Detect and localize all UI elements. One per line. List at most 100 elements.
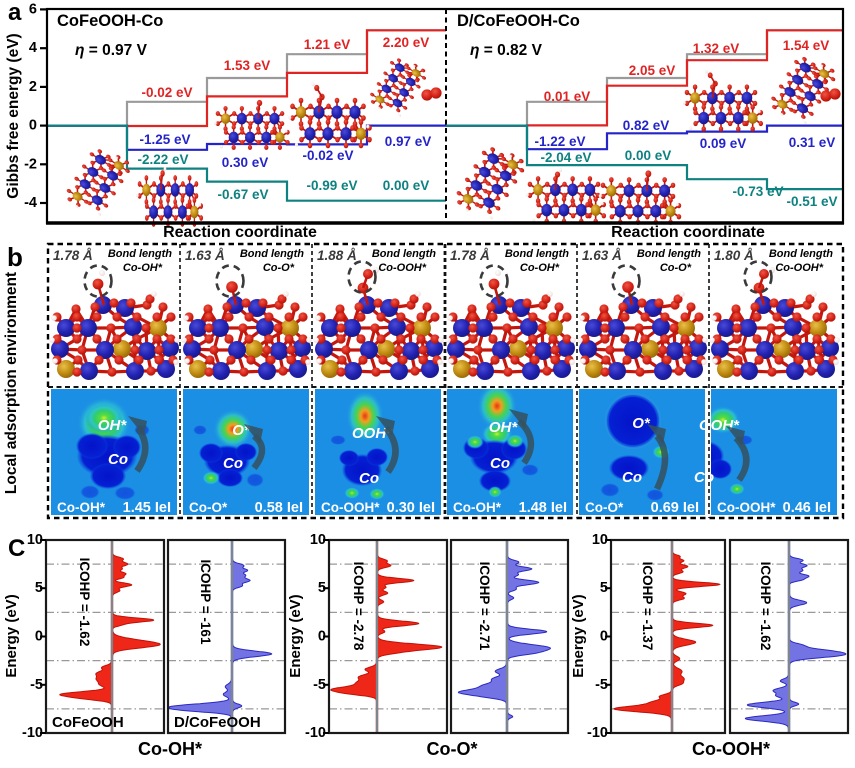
svg-text:0.46 IeI: 0.46 IeI <box>783 500 831 516</box>
svg-text:Co: Co <box>108 451 128 468</box>
svg-text:Co-OH*: Co-OH* <box>453 500 502 515</box>
svg-text:-2.22 eV: -2.22 eV <box>137 152 188 167</box>
svg-text:1.54 eV: 1.54 eV <box>783 38 830 53</box>
svg-text:Co-O*: Co-O* <box>189 500 228 515</box>
svg-text:CoFeOOH-Co: CoFeOOH-Co <box>57 12 163 30</box>
svg-text:0.00 eV: 0.00 eV <box>383 178 430 193</box>
svg-text:Bond length: Bond length <box>372 248 436 260</box>
svg-text:OH*: OH* <box>489 419 519 436</box>
svg-text:1.80 Å: 1.80 Å <box>714 248 754 263</box>
svg-text:O*: O* <box>232 422 251 439</box>
svg-text:Co-O*: Co-O* <box>660 262 692 274</box>
svg-text:0: 0 <box>600 629 608 645</box>
svg-text:1.21 eV: 1.21 eV <box>304 37 351 52</box>
svg-text:-0.51 eV: -0.51 eV <box>786 194 837 209</box>
svg-text:Co-OOH*: Co-OOH* <box>378 262 426 274</box>
svg-text:Co-OH*: Co-OH* <box>123 262 163 274</box>
svg-text:ICOHP = -2.71: ICOHP = -2.71 <box>477 562 492 651</box>
svg-text:-5: -5 <box>313 677 326 693</box>
svg-text:b: b <box>7 242 23 272</box>
svg-text:0: 0 <box>318 629 326 645</box>
svg-text:-2: -2 <box>24 156 37 172</box>
svg-text:-5: -5 <box>595 677 608 693</box>
svg-text:0.69 IeI: 0.69 IeI <box>651 500 699 516</box>
svg-text:-0.02 eV: -0.02 eV <box>302 148 353 163</box>
svg-text:-0.02 eV: -0.02 eV <box>141 85 192 100</box>
svg-text:ICOHP = -1.62: ICOHP = -1.62 <box>77 558 92 647</box>
svg-text:-1.25 eV: -1.25 eV <box>139 132 190 147</box>
svg-text:0.01 eV: 0.01 eV <box>544 89 591 104</box>
svg-text:0.00 eV: 0.00 eV <box>625 148 672 163</box>
svg-text:OH*: OH* <box>98 417 128 434</box>
svg-text:6: 6 <box>29 1 37 17</box>
svg-text:Reaction coordinate: Reaction coordinate <box>611 224 765 241</box>
svg-text:a: a <box>8 0 22 26</box>
svg-text:D/CoFeOOH-Co: D/CoFeOOH-Co <box>457 12 580 30</box>
svg-text:1.78 Å: 1.78 Å <box>53 248 93 263</box>
svg-text:-1.22 eV: -1.22 eV <box>534 134 585 149</box>
svg-text:5: 5 <box>35 580 43 596</box>
svg-text:-0.73 eV: -0.73 eV <box>732 184 783 199</box>
svg-text:O*: O* <box>632 415 651 432</box>
svg-text:CoFeOOH: CoFeOOH <box>52 714 124 731</box>
svg-text:Co: Co <box>359 470 379 487</box>
svg-text:OOH*: OOH* <box>352 425 393 442</box>
svg-text:ICOHP = -2.78: ICOHP = -2.78 <box>351 562 366 651</box>
svg-text:ICOHP = -1.37: ICOHP = -1.37 <box>640 562 655 651</box>
svg-text:Bond length: Bond length <box>108 248 172 260</box>
svg-text:10: 10 <box>310 532 326 548</box>
svg-text:1.63 Å: 1.63 Å <box>185 248 225 263</box>
svg-text:1.53 eV: 1.53 eV <box>224 58 271 73</box>
svg-text:0.97 eV: 0.97 eV <box>385 134 432 149</box>
svg-text:0.30 eV: 0.30 eV <box>222 155 269 170</box>
svg-text:Co: Co <box>223 455 243 472</box>
svg-text:Energy (eV): Energy (eV) <box>570 594 587 677</box>
svg-text:2.20 eV: 2.20 eV <box>383 35 430 50</box>
svg-text:Bond length: Bond length <box>505 248 569 260</box>
svg-text:-0.99 eV: -0.99 eV <box>306 178 357 193</box>
svg-text:2.05 eV: 2.05 eV <box>629 63 676 78</box>
svg-text:Co-O*: Co-O* <box>427 739 478 759</box>
svg-text:Bond length: Bond length <box>769 248 833 260</box>
svg-text:Co-OOH*: Co-OOH* <box>717 500 776 515</box>
svg-text:Co-OH*: Co-OH* <box>520 262 560 274</box>
svg-text:1.78 Å: 1.78 Å <box>450 248 490 263</box>
svg-text:Co-OOH*: Co-OOH* <box>321 500 380 515</box>
svg-text:-2.04 eV: -2.04 eV <box>540 150 591 165</box>
svg-text:D/CoFeOOH: D/CoFeOOH <box>174 714 261 731</box>
svg-text:2: 2 <box>29 79 37 95</box>
svg-text:Local adsorption environment: Local adsorption environment <box>3 272 20 494</box>
svg-text:-10: -10 <box>22 725 43 741</box>
svg-text:Co: Co <box>490 455 510 472</box>
svg-text:Co-OH*: Co-OH* <box>57 500 106 515</box>
svg-text:1.45 IeI: 1.45 IeI <box>123 500 171 516</box>
svg-text:Co: Co <box>622 469 642 486</box>
svg-text:Co-O*: Co-O* <box>585 500 624 515</box>
svg-text:5: 5 <box>318 580 326 596</box>
svg-text:0: 0 <box>35 629 43 645</box>
svg-text:-5: -5 <box>30 677 43 693</box>
svg-text:-10: -10 <box>587 725 608 741</box>
svg-text:1.32 eV: 1.32 eV <box>693 41 740 56</box>
svg-text:-10: -10 <box>305 725 326 741</box>
svg-text:0.58 IeI: 0.58 IeI <box>255 500 303 516</box>
svg-text:Co: Co <box>694 469 714 486</box>
svg-text:10: 10 <box>592 532 608 548</box>
svg-text:Energy (eV): Energy (eV) <box>3 594 20 677</box>
svg-text:Co-OOH*: Co-OOH* <box>775 262 823 274</box>
svg-text:Energy (eV): Energy (eV) <box>287 594 304 677</box>
svg-text:Co-OOH*: Co-OOH* <box>692 739 770 759</box>
svg-text:Bond length: Bond length <box>240 248 304 260</box>
svg-text:Co-OH*: Co-OH* <box>138 739 202 759</box>
svg-text:-4: -4 <box>24 195 37 211</box>
svg-text:0.82 eV: 0.82 eV <box>623 118 670 133</box>
svg-text:Co-O*: Co-O* <box>263 262 295 274</box>
svg-text:4: 4 <box>29 40 37 56</box>
svg-text:η = 0.82 V: η = 0.82 V <box>470 42 543 59</box>
svg-text:5: 5 <box>600 580 608 596</box>
svg-text:Bond length: Bond length <box>637 248 701 260</box>
svg-text:1.63 Å: 1.63 Å <box>582 248 622 263</box>
svg-text:0: 0 <box>29 118 37 134</box>
svg-text:1.48 IeI: 1.48 IeI <box>519 500 567 516</box>
svg-text:0.31 eV: 0.31 eV <box>789 135 836 150</box>
